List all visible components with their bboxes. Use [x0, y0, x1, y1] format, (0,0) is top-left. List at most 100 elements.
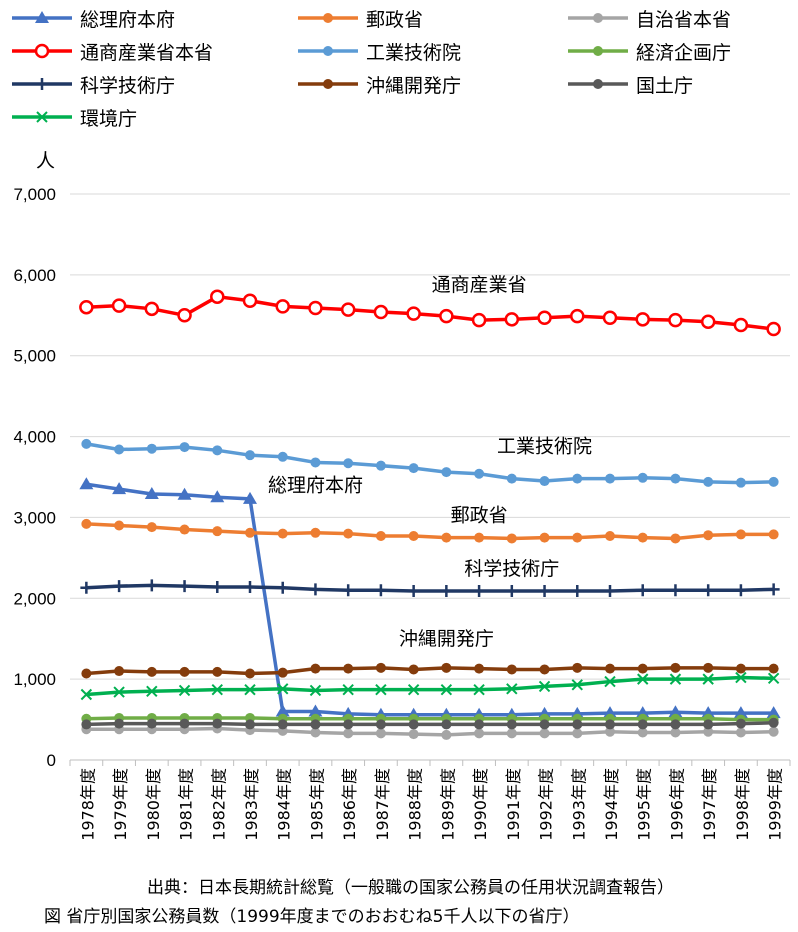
data-point-5de5696d628088539662 [179, 442, 190, 453]
data-point-6c967e04958b767a5e81 [637, 663, 648, 674]
data-point-56fd571f5e81 [212, 718, 223, 729]
data-point-79d15b66628088535e81 [669, 584, 682, 597]
series-line-81ea6cbb7701672c7701 [86, 726, 774, 737]
data-point-56fd571f5e81 [539, 719, 550, 730]
data-point-56fd571f5e81 [703, 719, 714, 730]
data-point-79d15b66628088535e81 [211, 580, 224, 593]
data-point-901a55467523696d7701672c7701 [79, 299, 94, 315]
legend-swatch [568, 79, 628, 89]
data-point-5de5696d628088539662 [114, 444, 125, 455]
data-point-81ea6cbb7701672c7701 [539, 728, 550, 739]
data-point-90f5653f7701 [179, 524, 190, 535]
data-point-5de5696d628088539662 [703, 476, 714, 487]
data-point-90f5653f7701 [212, 526, 223, 537]
data-point-56fd571f5e81 [146, 718, 157, 729]
data-point-901a55467523696d7701672c7701 [471, 312, 487, 328]
data-point-7dcf74065e9c672c5e9c [243, 491, 257, 504]
data-point-90f5653f7701 [375, 531, 386, 542]
x-tick-label: 1987年度 [373, 768, 392, 841]
data-point-6c967e04958b767a5e81 [245, 668, 255, 679]
data-point-6c967e04958b767a5e81 [212, 666, 223, 677]
data-point-90f5653f7701 [408, 531, 419, 542]
series-annotation: 沖縄開発庁 [399, 628, 494, 650]
data-point-901a55467523696d7701672c7701 [635, 312, 650, 327]
x-tick-label: 1980年度 [144, 768, 163, 841]
data-point-74b058835e81 [440, 683, 453, 696]
data-point-79d15b66628088535e81 [604, 585, 616, 598]
data-point-7dcf74065e9c672c5e9c [210, 490, 225, 503]
data-point-74b058835e81 [473, 683, 485, 696]
data-point-6c967e04958b767a5e81 [670, 662, 681, 673]
data-point-7dcf74065e9c672c5e9c [733, 706, 748, 719]
data-point-5de5696d628088539662 [539, 476, 550, 487]
data-point-79d15b66628088535e81 [374, 584, 387, 597]
data-point-90f5653f7701 [506, 533, 517, 544]
legend-swatch [12, 78, 72, 90]
legend-item-79d15b66628088535e81: 科学技術庁 [10, 69, 175, 99]
data-point-6c967e04958b767a5e81 [146, 666, 157, 677]
data-point-79d15b66628088535e81 [407, 585, 420, 598]
data-point-79d15b66628088535e81 [80, 581, 93, 594]
legend-swatch [12, 111, 72, 123]
data-point-90f5653f7701 [81, 518, 92, 529]
legend-swatch [298, 13, 358, 23]
data-point-6c967e04958b767a5e81 [703, 662, 714, 673]
data-point-901a55467523696d7701672c7701 [406, 306, 421, 321]
data-point-79d15b66628088535e81 [342, 584, 355, 597]
data-point-79d15b66628088535e81 [571, 585, 584, 598]
data-point-90f5653f7701 [146, 522, 157, 533]
data-point-79d15b66628088535e81 [178, 580, 191, 593]
data-point-56fd571f5e81 [441, 719, 452, 730]
y-tick-label: 6,000 [13, 266, 56, 285]
data-point-7dcf74065e9c672c5e9c [635, 706, 650, 719]
legend-swatch-marker [34, 43, 50, 59]
legend-item-7dcf74065e9c672c5e9c: 総理府本府 [10, 3, 175, 33]
data-point-5de5696d628088539662 [506, 473, 517, 484]
legend-label: 工業技術院 [366, 41, 462, 64]
data-point-6c967e04958b767a5e81 [539, 664, 550, 675]
legend-swatch-marker [593, 79, 603, 89]
x-tick-label: 1999年度 [766, 768, 785, 841]
series-line-5de5696d628088539662 [86, 442, 774, 485]
data-point-5de5696d628088539662 [474, 468, 485, 479]
data-point-81ea6cbb7701672c7701 [441, 729, 452, 740]
data-point-56fd571f5e81 [245, 719, 255, 730]
data-point-56fd571f5e81 [114, 718, 125, 729]
legend-swatch [298, 46, 358, 56]
data-point-74b058835e81 [375, 683, 387, 696]
x-tick-label: 1998年度 [733, 768, 752, 841]
data-point-56fd571f5e81 [277, 719, 288, 730]
data-point-90f5653f7701 [343, 528, 354, 539]
data-point-5de5696d628088539662 [146, 443, 157, 454]
figure-caption: 図 省庁別国家公務員数（1999年度までのおおむね5千人以下の省庁） [44, 907, 580, 927]
series-annotation: 通商産業省 [432, 274, 527, 296]
data-point-81ea6cbb7701672c7701 [768, 726, 779, 737]
x-tick-label: 1991年度 [504, 768, 523, 841]
data-point-74b058835e81 [309, 684, 322, 697]
data-point-90f5653f7701 [114, 520, 125, 531]
data-point-81ea6cbb7701672c7701 [703, 726, 714, 737]
data-point-901a55467523696d7701672c7701 [700, 314, 716, 330]
data-point-6c967e04958b767a5e81 [735, 663, 746, 674]
y-tick-label: 4,000 [13, 428, 56, 447]
data-point-901a55467523696d7701672c7701 [210, 289, 225, 304]
data-point-74b058835e81 [146, 685, 158, 697]
data-point-79d15b66628088535e81 [702, 584, 715, 597]
data-point-5de5696d628088539662 [735, 477, 746, 488]
y-tick-label: 3,000 [13, 508, 56, 527]
series-line-90f5653f7701 [86, 522, 774, 541]
data-point-56fd571f5e81 [343, 719, 354, 730]
series-81ea6cbb7701672c7701 [81, 723, 779, 740]
data-point-7dcf74065e9c672c5e9c [701, 706, 716, 719]
x-tick-label: 1995年度 [635, 768, 654, 841]
data-point-6c967e04958b767a5e81 [768, 663, 779, 674]
legend-swatch [12, 43, 72, 59]
series-901a55467523696d7701672c7701 [79, 289, 781, 337]
legend-swatch-marker [36, 111, 48, 123]
series-annotation: 科学技術庁 [464, 558, 559, 580]
x-tick-label: 1988年度 [406, 768, 425, 841]
data-point-7dcf74065e9c672c5e9c [766, 706, 781, 719]
data-point-81ea6cbb7701672c7701 [408, 729, 419, 740]
series-line-901a55467523696d7701672c7701 [86, 294, 774, 331]
data-point-79d15b66628088535e81 [473, 585, 486, 598]
